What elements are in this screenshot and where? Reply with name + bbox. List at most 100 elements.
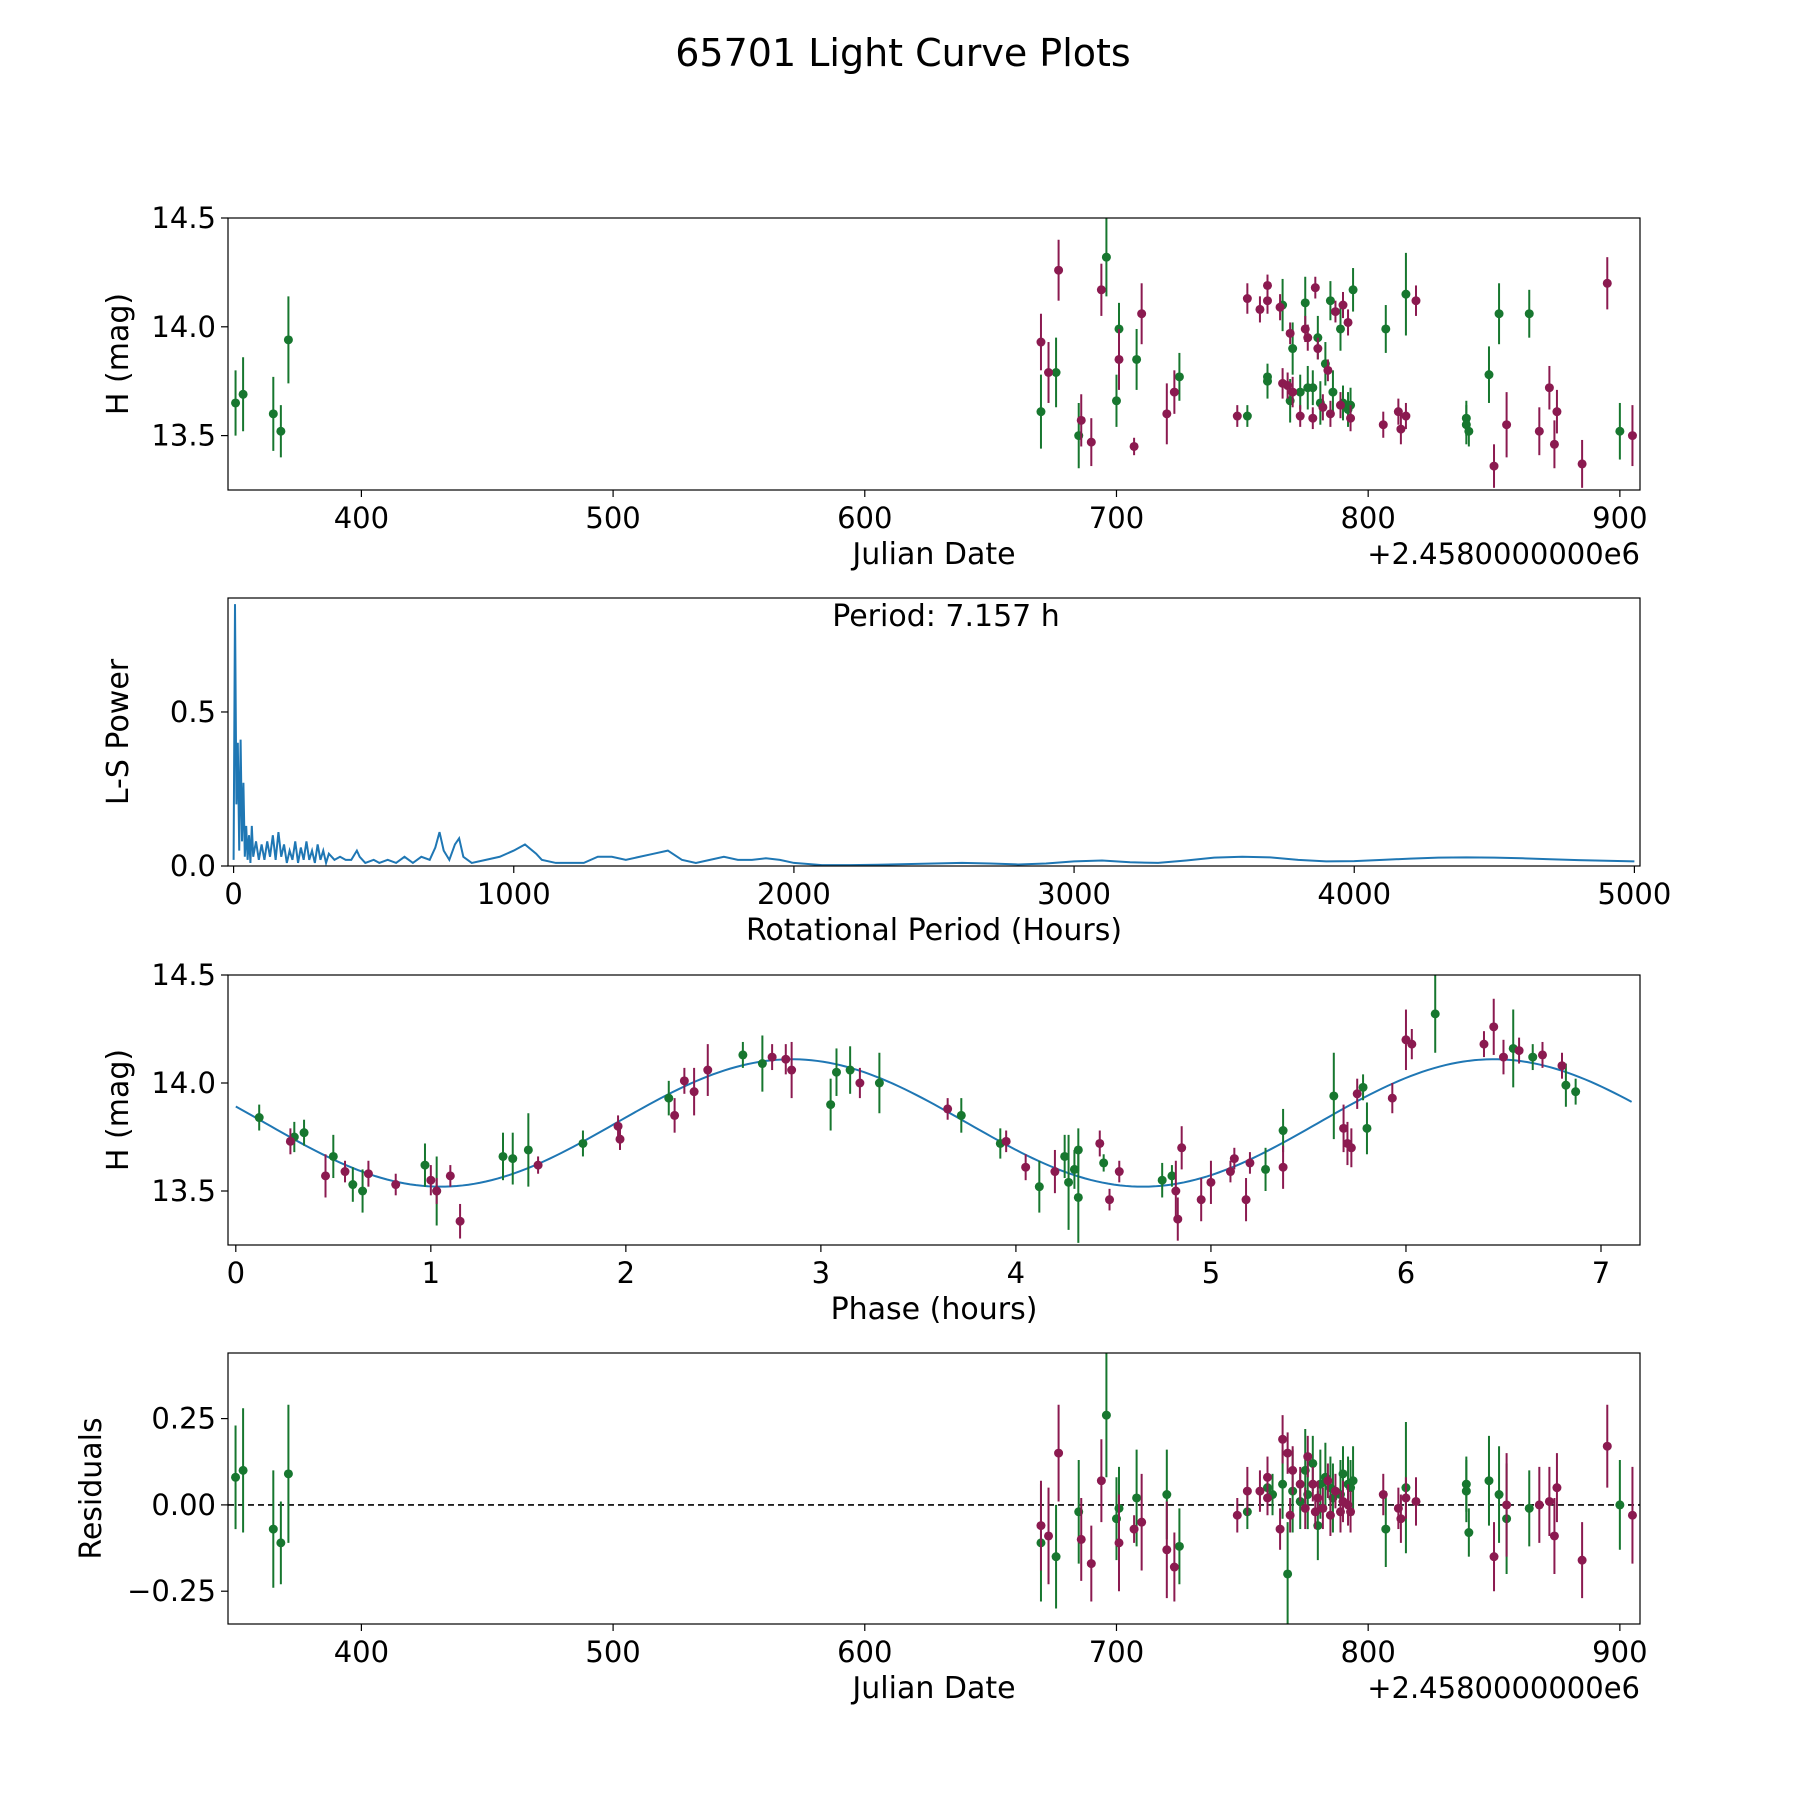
light-curve-point-purple xyxy=(1323,365,1333,375)
light-curve-xtick-label: 600 xyxy=(837,501,892,535)
phase-fold-xtick-label: 6 xyxy=(1397,1256,1415,1290)
residuals-point-purple xyxy=(1313,1493,1323,1503)
light-curve-plot-area xyxy=(231,218,1637,488)
residuals-point-purple xyxy=(1278,1434,1288,1444)
light-curve-point-purple xyxy=(1295,411,1305,421)
periodogram-ylabel: L-S Power xyxy=(101,658,136,805)
light-curve-point-green xyxy=(1325,296,1335,306)
residuals-point-green xyxy=(1278,1479,1288,1489)
phase-fold-point-green xyxy=(1073,1145,1083,1155)
residuals-x-offset: +2.4580000000e6 xyxy=(1367,1671,1640,1705)
light-curve-point-green xyxy=(1464,426,1474,436)
phase-fold-point-green xyxy=(498,1151,508,1161)
light-curve-point-purple xyxy=(1534,426,1544,436)
light-curve-point-purple xyxy=(1378,420,1388,430)
residuals-ylabel: Residuals xyxy=(74,1417,109,1559)
light-curve-x-offset: +2.4580000000e6 xyxy=(1367,537,1640,571)
light-curve-xtick-label: 800 xyxy=(1340,501,1395,535)
residuals-point-purple xyxy=(1295,1479,1305,1489)
phase-fold-point-green xyxy=(1157,1175,1167,1185)
periodogram-xtick-label: 1000 xyxy=(477,877,551,911)
residuals-point-purple xyxy=(1544,1496,1554,1506)
periodogram-ytick-label: 0.0 xyxy=(170,849,216,883)
light-curve-xlabel: Julian Date xyxy=(850,537,1015,572)
phase-fold-point-purple xyxy=(1171,1186,1181,1196)
phase-fold-point-purple xyxy=(285,1136,295,1146)
residuals-xtick-label: 400 xyxy=(334,1635,389,1669)
light-curve-point-green xyxy=(231,398,241,408)
phase-fold-xtick-label: 5 xyxy=(1202,1256,1220,1290)
light-curve-point-green xyxy=(1484,370,1494,380)
phase-fold-point-green xyxy=(1069,1164,1079,1174)
periodogram-xtick-label: 4000 xyxy=(1317,877,1391,911)
residuals-point-green xyxy=(1381,1524,1391,1534)
light-curve-ytick-label: 14.0 xyxy=(151,310,216,344)
phase-fold-xtick-label: 0 xyxy=(227,1256,245,1290)
phase-fold-ytick-label: 14.5 xyxy=(151,958,216,992)
residuals-xlabel: Julian Date xyxy=(850,1671,1015,1706)
chart-residuals: 400 500 600 700 800 900 −0.25 0.00 0.25 Julian Da… xyxy=(74,1352,1648,1706)
chart-phase-fold: 0 1 2 3 4 5 6 7 13.5 14.0 14.5 Phase (hours) H (mag) xyxy=(101,958,1641,1327)
light-curve-point-green xyxy=(238,389,248,399)
phase-fold-point-green xyxy=(1261,1164,1271,1174)
residuals-point-purple xyxy=(1036,1521,1046,1531)
phase-fold-point-purple xyxy=(1498,1052,1508,1062)
phase-fold-point-purple xyxy=(1557,1061,1567,1071)
light-curve-point-green xyxy=(1335,324,1345,334)
residuals-point-purple xyxy=(1534,1500,1544,1510)
phase-fold-point-purple xyxy=(1489,1022,1499,1032)
light-curve-point-purple xyxy=(1343,317,1353,327)
phase-fold-point-green xyxy=(664,1093,674,1103)
light-curve-xtick-label: 400 xyxy=(334,501,389,535)
chart-periodogram: 0 1000 2000 3000 4000 5000 0.0 0.5 Rotational Pe… xyxy=(101,597,1671,948)
light-curve-point-purple xyxy=(1411,296,1421,306)
periodogram-xtick-label: 0 xyxy=(224,877,242,911)
residuals-point-purple xyxy=(1411,1496,1421,1506)
phase-fold-point-green xyxy=(358,1186,368,1196)
phase-fold-fit-curve xyxy=(235,1058,1633,1188)
residuals-point-green xyxy=(238,1465,248,1475)
light-curve-point-green xyxy=(1524,309,1534,319)
light-curve-point-green xyxy=(1242,411,1252,421)
light-curve-point-purple xyxy=(1255,304,1265,314)
phase-fold-xtick-label: 1 xyxy=(422,1256,440,1290)
light-curve-point-purple xyxy=(1549,439,1559,449)
phase-fold-point-green xyxy=(1060,1151,1070,1161)
residuals-point-purple xyxy=(1401,1493,1411,1503)
periodogram-plot-area xyxy=(232,604,1635,866)
residuals-point-green xyxy=(1338,1469,1348,1479)
light-curve-point-green xyxy=(1288,344,1298,354)
residuals-plot-area xyxy=(228,1353,1640,1624)
light-curve-point-green xyxy=(1101,252,1111,262)
residuals-point-purple xyxy=(1232,1510,1242,1520)
residuals-point-purple xyxy=(1285,1510,1295,1520)
light-curve-point-purple xyxy=(1544,383,1554,393)
light-curve-point-green xyxy=(1036,407,1046,417)
figure-title: 65701 Light Curve Plots xyxy=(675,31,1130,75)
phase-fold-point-purple xyxy=(1241,1195,1251,1205)
light-curve-point-purple xyxy=(1232,411,1242,421)
phase-fold-xtick-label: 2 xyxy=(617,1256,635,1290)
residuals-point-purple xyxy=(1137,1517,1147,1527)
phase-fold-point-green xyxy=(1034,1182,1044,1192)
light-curve-point-green xyxy=(283,335,293,345)
residuals-point-purple xyxy=(1169,1562,1179,1572)
phase-fold-point-purple xyxy=(613,1121,623,1131)
light-curve-point-green xyxy=(1381,324,1391,334)
residuals-point-purple xyxy=(1325,1510,1335,1520)
residuals-point-green xyxy=(1348,1476,1358,1486)
residuals-ytick-label: 0.00 xyxy=(151,1488,216,1522)
periodogram-line-L-S-power xyxy=(232,604,1635,866)
light-curve-point-purple xyxy=(1262,280,1272,290)
phase-fold-point-green xyxy=(299,1128,309,1138)
light-curve-point-green xyxy=(1132,354,1142,364)
phase-fold-point-purple xyxy=(1346,1143,1356,1153)
phase-fold-point-green xyxy=(1167,1171,1177,1181)
phase-fold-point-purple xyxy=(1387,1093,1397,1103)
light-curve-point-purple xyxy=(1303,333,1313,343)
phase-fold-point-purple xyxy=(787,1065,797,1075)
phase-fold-point-purple xyxy=(943,1104,953,1114)
residuals-point-purple xyxy=(1396,1514,1406,1524)
phase-fold-point-green xyxy=(348,1180,358,1190)
